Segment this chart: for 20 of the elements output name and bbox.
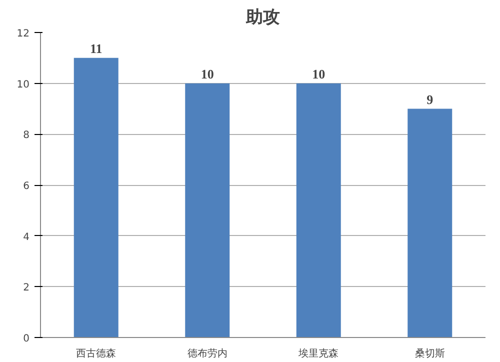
y-tick-label: 4 (23, 232, 30, 243)
y-tick-label: 10 (16, 79, 30, 90)
x-tick-label: 西古德森 (76, 348, 116, 360)
data-label: 9 (426, 92, 434, 107)
bar (185, 83, 230, 338)
y-tick-label: 2 (23, 282, 30, 294)
y-tick-label: 0 (23, 334, 30, 344)
x-tick-label: 德布劳内 (187, 348, 228, 360)
bar (408, 108, 452, 338)
chart-title: 助攻 (245, 8, 280, 28)
y-tick-label: 8 (23, 130, 30, 142)
bar (74, 58, 118, 338)
bar (296, 83, 341, 338)
y-tick-label: 12 (16, 28, 30, 40)
data-label: 10 (312, 66, 326, 82)
x-tick-label: 桑切斯 (414, 348, 445, 360)
data-label: 11 (90, 40, 102, 56)
y-tick-label: 6 (23, 181, 30, 192)
data-label: 10 (200, 66, 214, 82)
x-tick-label: 埃里克森 (298, 348, 339, 360)
